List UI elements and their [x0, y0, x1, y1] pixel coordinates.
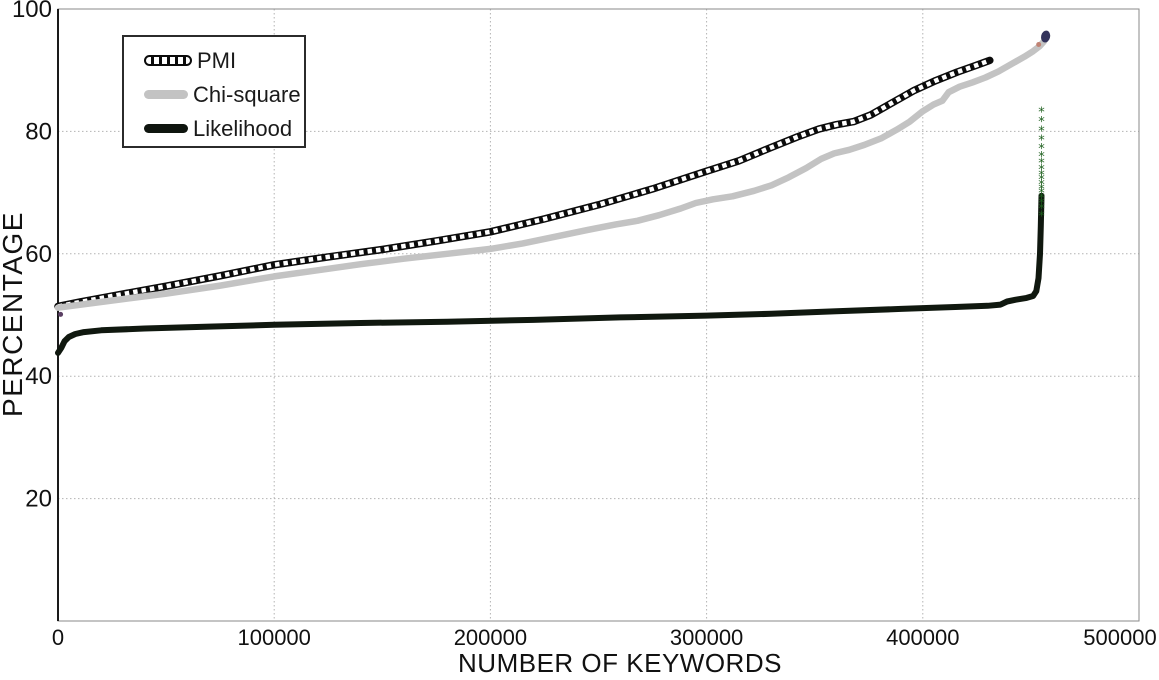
- start-dot: [58, 311, 64, 317]
- spike-marker: *: [1038, 150, 1045, 165]
- spike-marker: *: [1038, 197, 1045, 212]
- y-tick-label: 40: [25, 363, 52, 390]
- x-tick-label: 400000: [886, 625, 959, 650]
- x-tick-label: 100000: [237, 625, 310, 650]
- spike-marker: *: [1038, 187, 1045, 202]
- spike-marker: *: [1038, 168, 1045, 183]
- y-tick-label: 100: [12, 0, 52, 23]
- y-tick-label: 80: [25, 118, 52, 145]
- spike-marker: *: [1038, 142, 1045, 157]
- spike-marker: *: [1038, 192, 1045, 207]
- y-axis-label: PERCENTAGE: [0, 211, 28, 417]
- series-likelihood-line: [55, 192, 1045, 356]
- spike-marker: *: [1038, 133, 1045, 148]
- spike-marker: *: [1038, 202, 1045, 217]
- legend-item-pmi: PMI: [144, 44, 304, 77]
- y-tick-label: 60: [25, 241, 52, 268]
- legend-label-pmi: PMI: [197, 47, 237, 73]
- endpoint-cap: [1041, 30, 1051, 43]
- legend-label-chi-square: Chi-square: [193, 81, 301, 107]
- x-tick-label: 500000: [1083, 625, 1156, 650]
- series-pmi-line-inner: [57, 58, 991, 309]
- spike-marker: *: [1038, 173, 1045, 188]
- y-tick-label: 20: [25, 486, 52, 513]
- x-tick-label: 300000: [670, 625, 743, 650]
- endpoint-fleck: [1036, 41, 1042, 47]
- spike-marker: *: [1038, 209, 1045, 224]
- spike-marker: *: [1038, 157, 1045, 172]
- spike-marker: *: [1038, 163, 1045, 178]
- legend: PMI Chi-square Likelihood: [122, 35, 306, 148]
- legend-item-chi-square: Chi-square: [144, 78, 304, 111]
- series-chi-square-line: [54, 32, 1051, 311]
- spike-marker: *: [1038, 105, 1045, 120]
- x-tick-label: 200000: [454, 625, 527, 650]
- spike-marker: *: [1038, 124, 1045, 139]
- legend-label-likelihood: Likelihood: [193, 115, 293, 141]
- spike-marker: *: [1038, 115, 1045, 130]
- legend-item-likelihood: Likelihood: [144, 112, 304, 145]
- x-axis-label: NUMBER OF KEYWORDS: [458, 648, 782, 678]
- spike-marker: *: [1038, 178, 1045, 193]
- x-tick-label: 0: [52, 625, 64, 650]
- likelihood-line-swatch-icon: [144, 124, 188, 133]
- pmi-line-swatch-icon: [144, 55, 192, 66]
- chi-square-line-swatch-icon: [144, 90, 188, 99]
- spike-marker: *: [1038, 182, 1045, 197]
